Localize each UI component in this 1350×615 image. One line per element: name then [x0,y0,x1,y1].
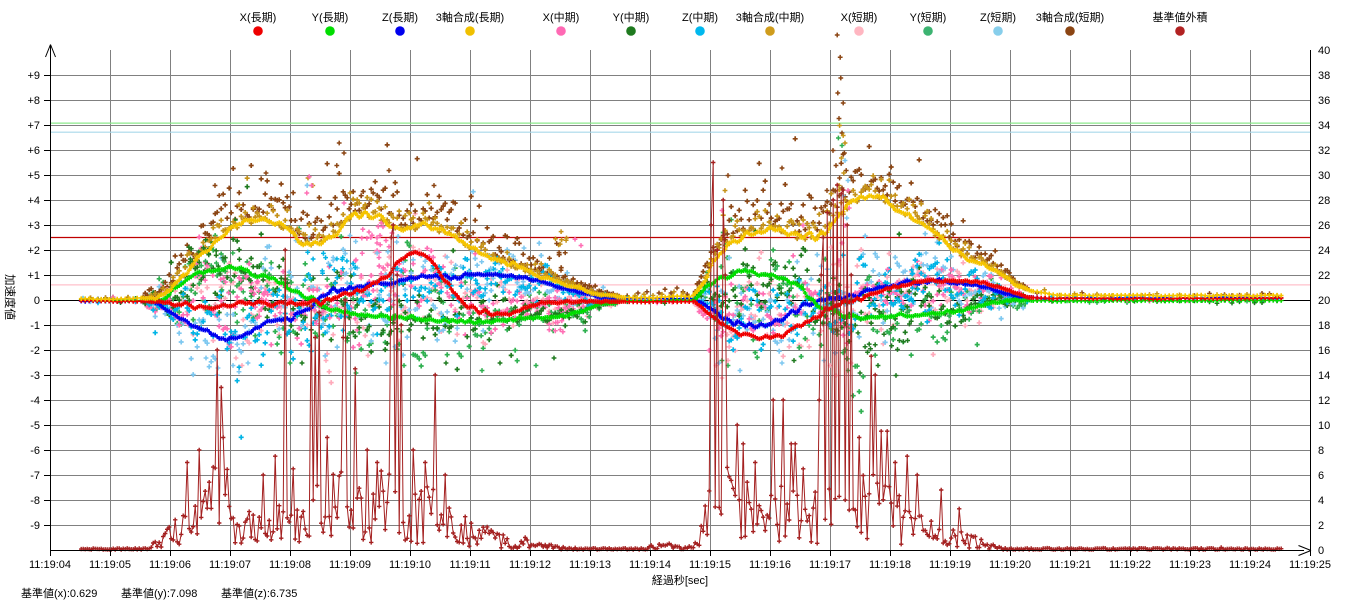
svg-text:+9: +9 [27,70,40,82]
svg-text:X(中期): X(中期) [543,11,580,24]
svg-text:基準値(z):6.735: 基準値(z):6.735 [221,586,297,600]
svg-text:経過秒[sec]: 経過秒[sec] [652,573,708,587]
svg-text:-9: -9 [30,520,40,532]
svg-text:-4: -4 [30,395,40,407]
svg-text:加速度値: 加速度値 [3,274,17,320]
svg-text:X(長期): X(長期) [240,11,277,24]
svg-text:3軸合成(長期): 3軸合成(長期) [436,10,504,24]
svg-text:-2: -2 [30,345,40,357]
svg-text:11:19:23: 11:19:23 [1169,559,1211,571]
svg-text:26: 26 [1318,220,1330,232]
svg-text:基準値外積: 基準値外積 [1153,10,1208,24]
svg-text:Y(長期): Y(長期) [312,11,349,24]
svg-text:11:19:05: 11:19:05 [89,559,131,571]
svg-text:0: 0 [34,295,40,307]
svg-text:14: 14 [1318,370,1330,382]
svg-text:11:19:10: 11:19:10 [389,559,431,571]
svg-text:11:19:21: 11:19:21 [1049,559,1091,571]
svg-text:32: 32 [1318,145,1330,157]
svg-text:11:19:14: 11:19:14 [629,559,671,571]
svg-text:-8: -8 [30,495,40,507]
svg-text:38: 38 [1318,70,1330,82]
svg-text:36: 36 [1318,95,1330,107]
svg-text:基準値(y):7.098: 基準値(y):7.098 [121,586,197,600]
svg-text:Z(長期): Z(長期) [382,11,418,24]
svg-text:6: 6 [1318,470,1324,482]
svg-text:16: 16 [1318,345,1330,357]
svg-text:Y(中期): Y(中期) [613,11,650,24]
svg-text:12: 12 [1318,395,1330,407]
svg-text:11:19:15: 11:19:15 [689,559,731,571]
svg-text:Z(中期): Z(中期) [682,11,718,24]
svg-text:11:19:09: 11:19:09 [329,559,371,571]
svg-text:20: 20 [1318,295,1330,307]
svg-text:基準値(x):0.629: 基準値(x):0.629 [21,586,97,600]
svg-text:+7: +7 [27,120,40,132]
svg-text:3軸合成(中期): 3軸合成(中期) [736,10,804,24]
svg-text:-1: -1 [30,320,40,332]
svg-text:+8: +8 [27,95,40,107]
svg-text:11:19:07: 11:19:07 [209,559,251,571]
svg-text:-5: -5 [30,420,40,432]
svg-text:Z(短期): Z(短期) [980,10,1016,24]
svg-text:34: 34 [1318,120,1330,132]
svg-text:22: 22 [1318,270,1330,282]
svg-text:11:19:24: 11:19:24 [1229,559,1271,571]
svg-text:11:19:08: 11:19:08 [269,559,311,571]
svg-text:28: 28 [1318,195,1330,207]
svg-text:11:19:19: 11:19:19 [929,559,971,571]
svg-text:0: 0 [1318,545,1324,557]
svg-text:18: 18 [1318,320,1330,332]
svg-text:11:19:18: 11:19:18 [869,559,911,571]
svg-text:11:19:12: 11:19:12 [509,559,551,571]
svg-text:-6: -6 [30,445,40,457]
svg-text:+6: +6 [27,145,40,157]
svg-text:11:19:16: 11:19:16 [749,559,791,571]
svg-text:10: 10 [1318,420,1330,432]
svg-text:11:19:06: 11:19:06 [149,559,191,571]
svg-text:8: 8 [1318,445,1324,457]
svg-text:X(短期): X(短期) [841,10,878,24]
svg-text:11:19:25: 11:19:25 [1289,559,1331,571]
svg-text:+4: +4 [27,195,40,207]
svg-text:+1: +1 [27,270,40,282]
svg-text:-7: -7 [30,470,40,482]
svg-text:40: 40 [1318,45,1330,57]
svg-text:3軸合成(短期): 3軸合成(短期) [1036,10,1104,24]
svg-text:-3: -3 [30,370,40,382]
svg-text:30: 30 [1318,170,1330,182]
svg-text:11:19:11: 11:19:11 [449,559,490,571]
svg-text:+5: +5 [27,170,40,182]
svg-text:11:19:13: 11:19:13 [569,559,611,571]
svg-text:11:19:22: 11:19:22 [1109,559,1151,571]
svg-text:11:19:20: 11:19:20 [989,559,1031,571]
svg-text:11:19:04: 11:19:04 [29,559,71,571]
svg-text:11:19:17: 11:19:17 [809,559,851,571]
svg-text:24: 24 [1318,245,1330,257]
svg-text:Y(短期): Y(短期) [910,10,947,24]
svg-text:2: 2 [1318,520,1324,532]
svg-text:+2: +2 [27,245,40,257]
svg-text:+3: +3 [27,220,40,232]
svg-text:4: 4 [1318,495,1324,507]
